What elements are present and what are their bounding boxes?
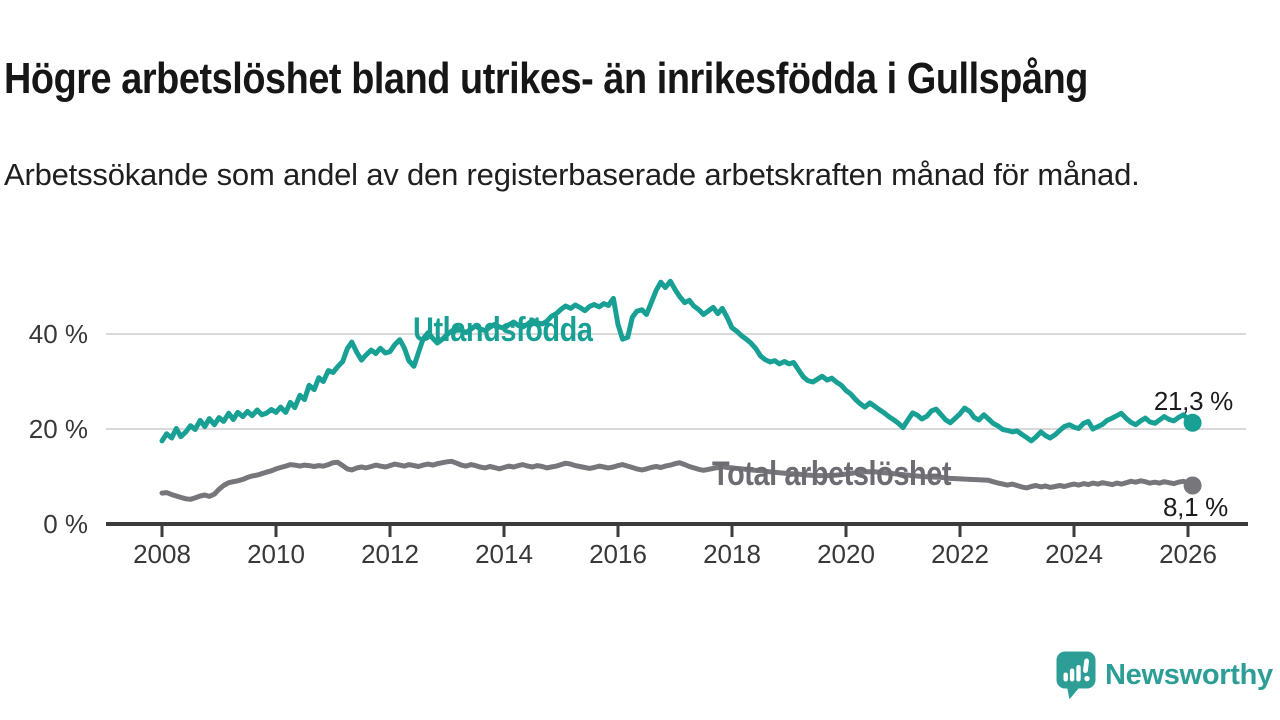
x-tick-label: 2014 xyxy=(475,539,533,569)
y-tick-label: 20 % xyxy=(28,414,88,444)
x-tick-label: 2010 xyxy=(247,539,305,569)
end-value-label-utlandsfodda: 21,3 % xyxy=(1153,386,1233,416)
x-tick-label: 2020 xyxy=(817,539,875,569)
newsworthy-logo: Newsworthy xyxy=(1056,650,1273,700)
x-tick-label: 2026 xyxy=(1159,539,1217,569)
x-tick-label: 2024 xyxy=(1045,539,1103,569)
end-dot-utlandsfodda xyxy=(1183,413,1202,432)
page-subtitle: Arbetssökande som andel av den registerb… xyxy=(4,157,1140,192)
y-tick-label: 0 % xyxy=(43,509,88,539)
series-line-total-arbetsloshet xyxy=(159,458,1196,502)
series-label-total-arbetsloshet: Total arbetslöshet xyxy=(712,455,952,493)
series-label-utlandsfodda: Utlandsfödda xyxy=(413,311,593,349)
x-tick-label: 2018 xyxy=(703,539,761,569)
y-tick-label: 40 % xyxy=(28,319,88,349)
end-value-label-total-arbetsloshet: 8,1 % xyxy=(1163,492,1228,522)
page-title: Högre arbetslöshet bland utrikes- än inr… xyxy=(4,54,1088,104)
series-line-utlandsfodda xyxy=(159,278,1196,444)
x-tick-label: 2016 xyxy=(589,539,647,569)
x-tick-label: 2008 xyxy=(133,539,191,569)
x-tick-label: 2022 xyxy=(931,539,989,569)
newsworthy-logo-text: Newsworthy xyxy=(1105,658,1273,691)
end-dot-total-arbetsloshet xyxy=(1183,476,1202,495)
x-tick-label: 2012 xyxy=(361,539,419,569)
newsworthy-speech-bubble-icon xyxy=(1056,651,1096,699)
